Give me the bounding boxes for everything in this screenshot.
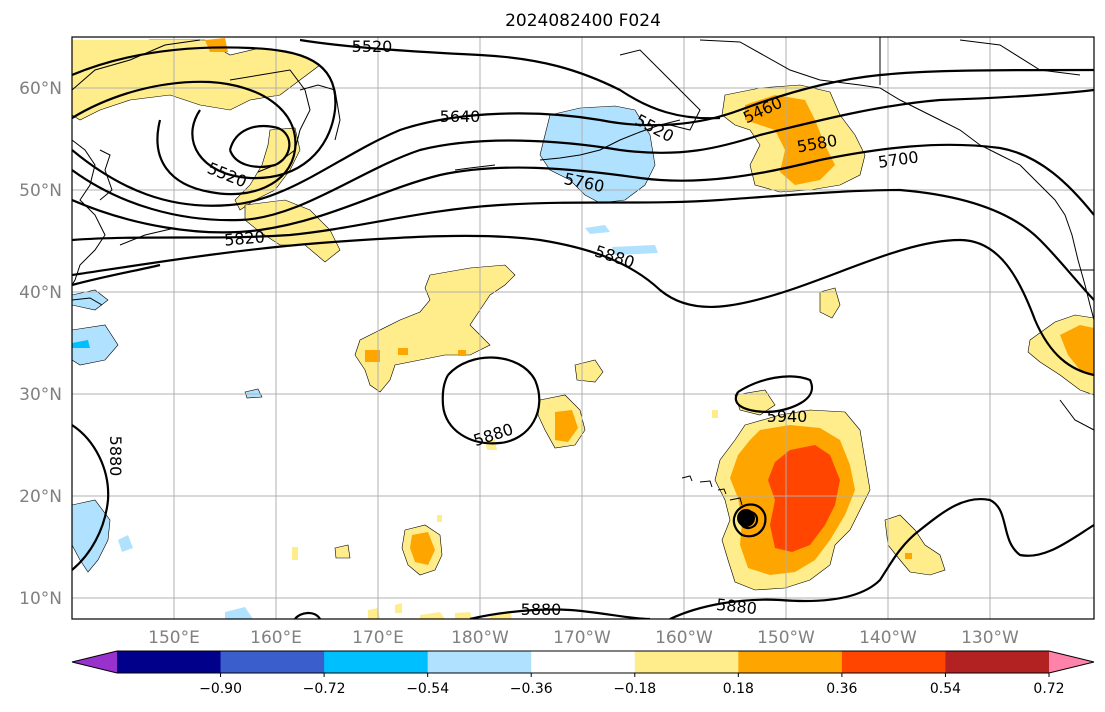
colorbar-segment [945,651,1050,673]
map-frame [71,36,1095,620]
latitude-labels: 60°N 50°N 40°N 30°N 20°N 10°N [19,79,62,609]
lat-label: 10°N [19,589,62,609]
lon-label: 140°W [859,628,917,648]
map-panel: 5520 5640 5520 5460 5520 5580 5700 5760 … [71,36,1095,620]
lat-label: 50°N [19,181,62,201]
lon-label: 180°W [451,628,509,648]
colorbar-segment [531,651,636,673]
contour-label: 5820 [223,227,265,249]
colorbar-segment [841,651,946,673]
colorbar-tick-label: 0.36 [826,681,857,697]
contour-label: 5640 [440,107,481,126]
lon-label: 160°W [655,628,713,648]
colorbar-segment [117,651,222,673]
colorbar-tick-label: −0.54 [406,681,449,697]
contour-label: 5880 [106,436,125,477]
colorbar-extend-low [72,651,117,673]
height-contours [72,38,1094,619]
lon-label: 150°E [148,628,200,648]
contour-label: 5880 [521,600,562,619]
lat-label: 20°N [19,487,62,507]
colorbar-tick-label: 0.54 [930,681,961,697]
colorbar-tick-label: −0.72 [303,681,346,697]
colorbar-segment [324,651,429,673]
colorbar-segment [427,651,532,673]
lon-label: 160°E [250,628,302,648]
contour-label: 5880 [715,595,757,618]
lon-label: 170°W [553,628,611,648]
colorbar-segment [738,651,843,673]
colorbar-ticks: −0.90 −0.72 −0.54 −0.36 −0.18 0.18 0.36 0.54 0.7… [199,673,1065,697]
colorbar-tick-label: −0.36 [510,681,553,697]
colorbar-outline [71,650,1095,674]
colorbar-tick-label: 0.18 [723,681,754,697]
lat-label: 60°N [19,79,62,99]
contour-label: 5520 [352,37,393,56]
colorbar-segments [71,650,1095,674]
colorbar-tick-label: 0.72 [1033,681,1064,697]
colorbar-tick-label: −0.18 [613,681,656,697]
lon-label: 130°W [961,628,1019,648]
colorbar-extend-high [1049,651,1094,673]
storm-center-marker [737,509,755,527]
colorbar: −0.90 −0.72 −0.54 −0.36 −0.18 0.18 0.36 0.54 0.7… [71,650,1095,697]
lon-label: 170°E [352,628,404,648]
figure-title: 2024082400 F024 [505,11,661,31]
lat-label: 40°N [19,283,62,303]
colorbar-tick-label: −0.90 [199,681,242,697]
graticule [72,37,1094,619]
lon-label: 150°W [757,628,815,648]
colorbar-segment [220,651,325,673]
colorbar-segment [634,651,739,673]
longitude-labels: 150°E 160°E 170°E 180°W 170°W 160°W 150°… [148,628,1019,648]
anomaly-shading [72,38,1094,619]
contour-label: 5940 [767,407,808,426]
lat-label: 30°N [19,385,62,405]
